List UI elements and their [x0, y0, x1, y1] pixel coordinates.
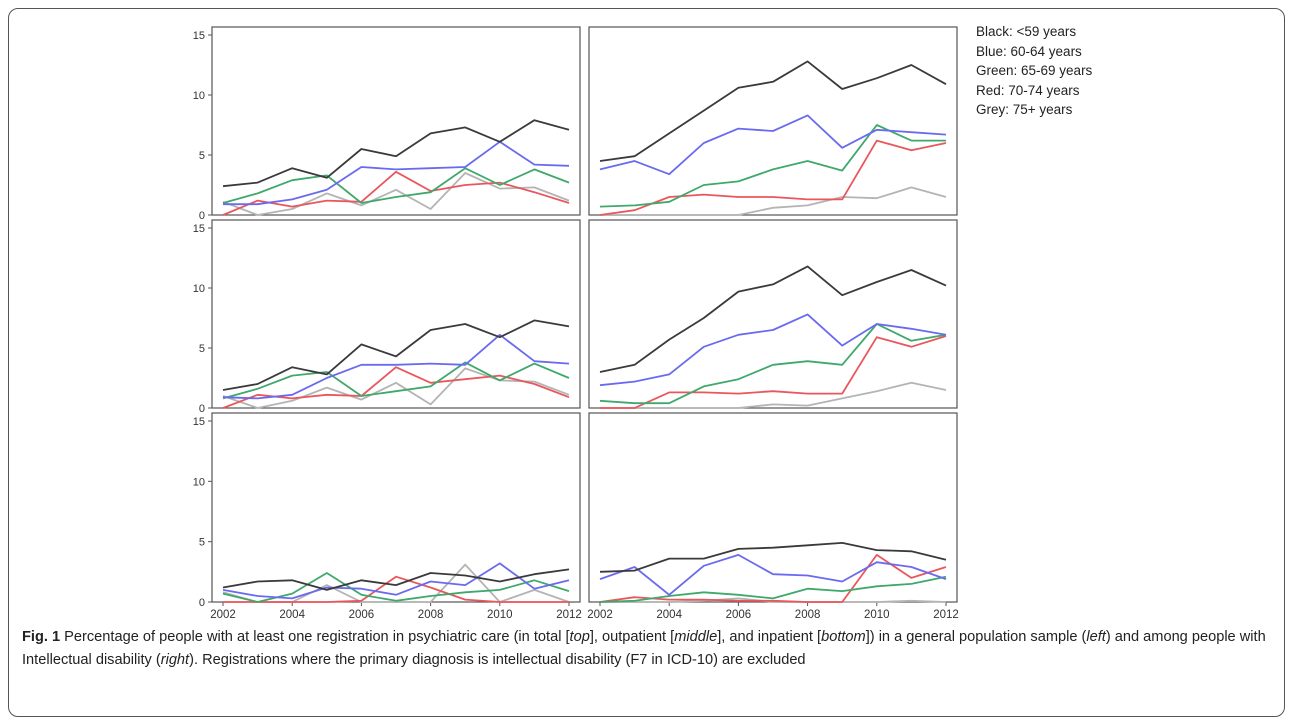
series-line [599, 114, 947, 176]
series-line [222, 333, 570, 400]
y-tick-label: 0 [199, 597, 205, 609]
series-line [599, 323, 947, 405]
panel-frame [588, 219, 958, 409]
caption-text-0: Percentage of people with at least one r… [60, 629, 570, 645]
y-tick-label: 10 [193, 283, 205, 295]
x-tick-label: 2008 [418, 609, 444, 621]
series-line [222, 562, 570, 600]
x-tick-label: 2012 [933, 609, 959, 621]
x-tick-label: 2012 [556, 609, 582, 621]
caption-em-top: top [569, 629, 590, 645]
panel-frame [211, 219, 581, 409]
panel-frame [211, 412, 581, 603]
x-tick-label: 2002 [587, 609, 613, 621]
legend: Black: <59 years Blue: 60-64 years Green… [976, 22, 1092, 120]
series-line [222, 167, 570, 204]
series-line [599, 313, 947, 387]
panel-frame [211, 26, 581, 216]
y-tick-label: 15 [193, 30, 205, 42]
y-tick-label: 5 [199, 343, 205, 355]
legend-item-blue: Blue: 60-64 years [976, 43, 1082, 59]
y-tick-label: 0 [199, 403, 205, 415]
series-line [599, 542, 947, 573]
series-line [599, 554, 947, 603]
series-line [599, 575, 947, 603]
legend-item-red: Red: 70-74 years [976, 82, 1080, 98]
legend-item-green: Green: 65-69 years [976, 63, 1093, 78]
y-tick-label: 5 [199, 150, 205, 162]
series-line [222, 572, 570, 603]
caption-text-10: ). Registrations where the primary diagn… [189, 652, 806, 668]
x-tick-label: 2004 [656, 609, 682, 621]
series-line [223, 140, 570, 206]
caption-em-bottom: bottom [821, 629, 866, 645]
series-line [222, 172, 570, 216]
legend-item-grey: Grey: 75+ years [976, 102, 1073, 117]
panel-frame [588, 26, 958, 216]
caption-label: Fig. 1 [22, 629, 61, 645]
legend-item-black: Black: <59 years [976, 24, 1077, 39]
series-line [222, 170, 570, 216]
series-line [600, 335, 947, 409]
x-tick-label: 2010 [487, 609, 513, 621]
series-line [600, 597, 947, 603]
series-line [600, 381, 947, 409]
y-tick-label: 10 [193, 90, 205, 102]
series-line [599, 60, 947, 162]
caption-text-6: ]) in a general population sample ( [865, 629, 1087, 645]
caption-text-8: ) and among people with Intellectual dis… [22, 629, 1266, 668]
figure-caption: Fig. 1 Percentage of people with at leas… [22, 626, 1272, 672]
series-line [222, 367, 570, 409]
caption-text-4: ], and inpatient [ [717, 629, 822, 645]
x-tick-label: 2006 [349, 609, 375, 621]
caption-text-2: ], outpatient [ [589, 629, 675, 645]
x-tick-label: 2006 [726, 609, 752, 621]
series-line [600, 186, 947, 216]
caption-em-middle: middle [674, 629, 718, 645]
series-line [599, 265, 947, 373]
x-tick-label: 2004 [279, 609, 305, 621]
series-line [222, 361, 570, 400]
y-tick-label: 5 [199, 537, 205, 549]
y-tick-label: 15 [193, 416, 205, 428]
x-tick-label: 2010 [864, 609, 890, 621]
series-line [222, 319, 570, 391]
figure-frame [8, 8, 1285, 717]
series-line [222, 366, 570, 409]
y-tick-label: 0 [199, 210, 205, 222]
series-line [223, 575, 569, 603]
series-line [599, 124, 946, 208]
caption-em-right: right [160, 652, 190, 668]
y-tick-label: 15 [193, 223, 205, 235]
x-tick-label: 2002 [210, 609, 236, 621]
series-line [599, 139, 947, 216]
x-tick-label: 2008 [795, 609, 821, 621]
caption-em-left: left [1086, 629, 1106, 645]
y-tick-label: 10 [193, 476, 205, 488]
series-line [599, 554, 947, 596]
series-line [222, 568, 570, 591]
series-line [222, 119, 570, 188]
